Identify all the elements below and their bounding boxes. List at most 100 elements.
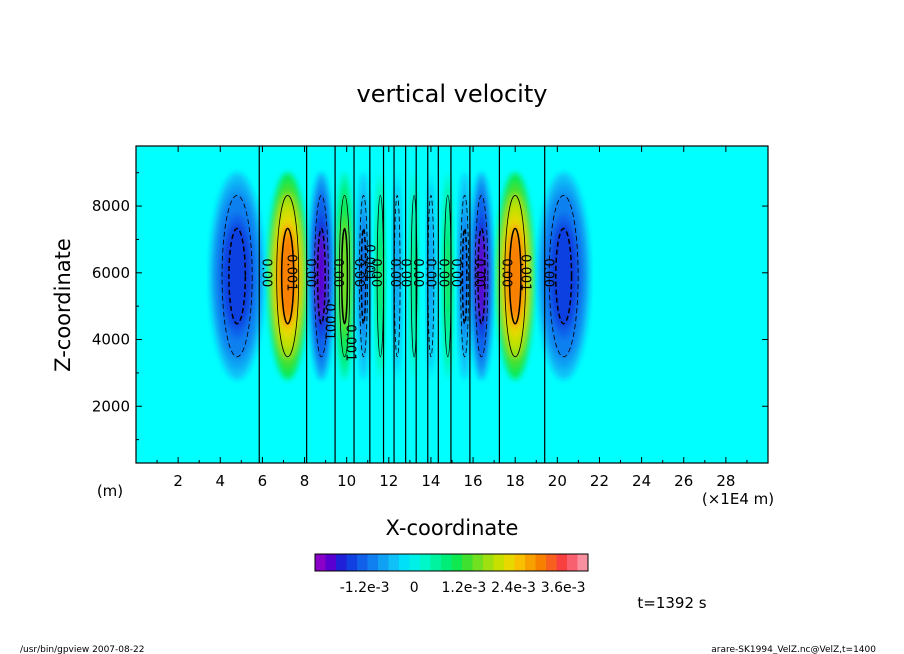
velocity-level — [394, 234, 400, 318]
positive-contour — [504, 195, 527, 358]
velocity-level — [278, 234, 297, 318]
contour-label: 0.00 — [541, 258, 556, 287]
chart-title: vertical velocity — [357, 80, 548, 108]
x-tick-label: 6 — [258, 472, 268, 490]
positive-contour — [280, 227, 295, 325]
x-axis: 2 4 6 8 10 12 14 16 18 20 22 24 26 28 — [156, 146, 748, 490]
y-tick-label: 6000 — [92, 264, 130, 282]
colorbar-swatch — [546, 554, 557, 571]
colorbar-swatch — [346, 554, 358, 571]
negative-contour — [314, 195, 329, 358]
x-tick-label: 16 — [464, 472, 483, 490]
contour-label: 0.00 — [471, 258, 486, 287]
colorbar-swatch — [357, 554, 368, 571]
negative-contour — [474, 195, 489, 358]
negative-contour — [427, 195, 435, 358]
colorbar-swatch — [399, 554, 410, 571]
footer-right: arare-SK1994_VelZ.nc@VelZ,t=1400 — [711, 645, 876, 654]
colorbar-swatch — [325, 554, 337, 571]
x-tick-label: 28 — [716, 472, 735, 490]
contour-label: 0.00 — [448, 258, 463, 287]
x-tick-label: 12 — [379, 472, 398, 490]
footer-left: /usr/bin/gpview 2007-08-22 — [20, 645, 144, 654]
x-tick-label: 10 — [337, 472, 356, 490]
colorbar-swatch — [504, 554, 515, 571]
colorbar-swatch — [556, 554, 568, 571]
colorbar-label: 0 — [410, 580, 419, 596]
positive-contour — [508, 227, 522, 325]
contour-label: 0.001 — [284, 254, 299, 291]
positive-contour — [410, 195, 418, 358]
positive-contour — [376, 195, 385, 358]
colorbar-swatch — [378, 554, 389, 571]
colorbar-swatch — [483, 554, 494, 571]
positive-contour — [338, 195, 351, 358]
colorbar-swatch — [525, 554, 536, 571]
positive-contour — [443, 195, 452, 358]
contour-label: 0.001 — [362, 244, 377, 281]
x-tick-label: 4 — [215, 472, 225, 490]
contour-label: 0.00 — [397, 258, 412, 287]
negative-contour — [477, 227, 486, 325]
colorbar — [314, 553, 589, 572]
colorbar-swatch — [441, 554, 452, 571]
colorbar-swatch — [409, 554, 421, 571]
colorbar-swatch — [472, 554, 484, 571]
x-scale-label: (×1E4 m) — [702, 490, 774, 508]
colorbar-swatch — [315, 554, 326, 571]
colorbar-swatch — [336, 554, 347, 571]
negative-contour — [548, 195, 579, 358]
contour-label: 0.00 — [351, 258, 366, 287]
velocity-level — [224, 234, 250, 318]
contour-label: 0.001 — [343, 324, 358, 361]
colorbar-label: 3.6e-3 — [541, 580, 586, 596]
negative-contour — [460, 195, 470, 358]
x-tick-label: 24 — [632, 472, 651, 490]
velocity-level — [411, 234, 417, 318]
x-tick-label: 22 — [590, 472, 609, 490]
contour-label: 0.00 — [330, 258, 345, 287]
velocity-cell — [209, 172, 265, 380]
colorbar-swatch — [535, 554, 547, 571]
negative-contour — [555, 227, 573, 325]
x-tick-label: 20 — [548, 472, 567, 490]
y-tick-label: 2000 — [92, 397, 130, 415]
x-tick-label: 2 — [173, 472, 183, 490]
x-unit-label: (m) — [97, 482, 123, 500]
plot-area: 0.00 0.00 0.00 0.00 0.00 0.000.000.000.000.00… — [135, 145, 769, 464]
contour-label: 0.001 — [518, 254, 533, 291]
contour-lines — [221, 146, 579, 463]
x-tick-label: 26 — [674, 472, 693, 490]
velocity-level — [377, 234, 383, 318]
colorbar-swatch — [493, 554, 505, 571]
negative-contour — [316, 227, 326, 325]
colorbar-label: -1.2e-3 — [340, 580, 390, 596]
colorbar-swatch — [430, 554, 442, 571]
contour-label: 0.00 — [423, 258, 438, 287]
colorbar-swatch — [367, 554, 379, 571]
velocity-level — [506, 234, 524, 318]
contour-label: 0.00 — [368, 258, 383, 287]
y-tick-label: 4000 — [92, 331, 130, 349]
colorbar-swatch — [420, 554, 431, 571]
x-tick-label: 14 — [421, 472, 440, 490]
y-axis: 2000 4000 6000 8000 — [92, 172, 768, 441]
contour-label: 0.00 — [387, 258, 402, 287]
contour-label: 0.00 — [410, 258, 425, 287]
x-tick-label: 18 — [506, 472, 525, 490]
colorbar-label: 1.2e-3 — [441, 580, 486, 596]
contour-label: 0.00 — [258, 258, 273, 287]
colorbar-swatch — [451, 554, 463, 571]
colorbar-swatch — [514, 554, 526, 571]
contour-label: 0.00 — [435, 258, 450, 287]
y-tick-label: 8000 — [92, 197, 130, 215]
time-label: t=1392 s — [637, 594, 706, 612]
colorbar-swatch — [567, 554, 578, 571]
negative-contour — [360, 227, 367, 325]
positive-contour — [340, 227, 349, 325]
colorbar-swatch — [462, 554, 473, 571]
negative-contour — [359, 195, 368, 358]
colorbar-swatch — [577, 554, 589, 571]
y-axis-label: Z-coordinate — [51, 238, 75, 372]
